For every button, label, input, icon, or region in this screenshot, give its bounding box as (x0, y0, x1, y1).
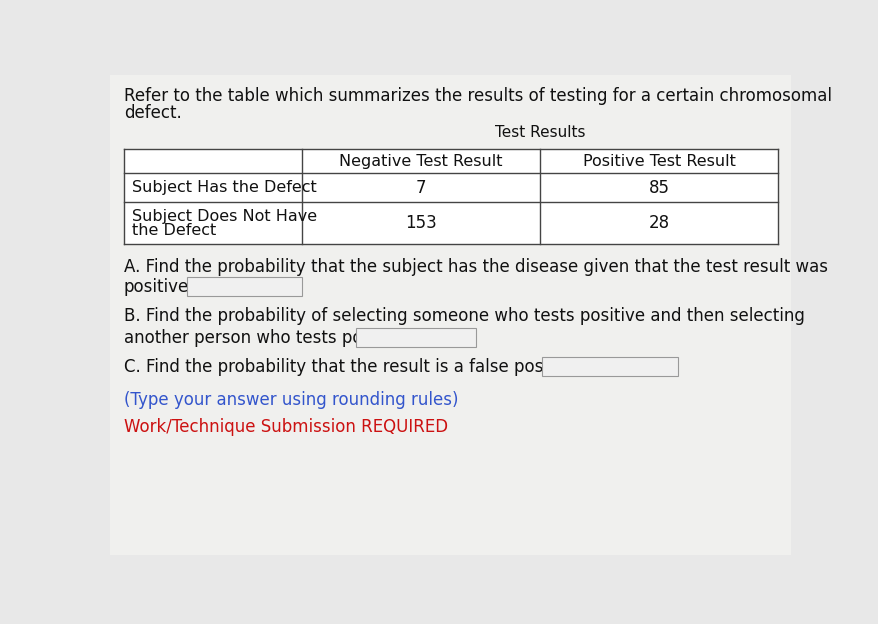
Text: another person who tests positive.: another person who tests positive. (124, 329, 412, 347)
Text: 153: 153 (405, 214, 436, 232)
Text: A. Find the probability that the subject has the disease given that the test res: A. Find the probability that the subject… (124, 258, 827, 276)
FancyBboxPatch shape (187, 278, 302, 296)
Text: the Defect: the Defect (132, 223, 216, 238)
Text: C. Find the probability that the result is a false positive.: C. Find the probability that the result … (124, 358, 584, 376)
Text: Refer to the table which summarizes the results of testing for a certain chromos: Refer to the table which summarizes the … (124, 87, 831, 105)
Text: Subject Does Not Have: Subject Does Not Have (132, 208, 316, 223)
FancyBboxPatch shape (356, 328, 476, 347)
Text: B. Find the probability of selecting someone who tests positive and then selecti: B. Find the probability of selecting som… (124, 308, 803, 326)
Text: 85: 85 (648, 178, 669, 197)
FancyBboxPatch shape (542, 358, 677, 376)
Text: Subject Has the Defect: Subject Has the Defect (132, 180, 316, 195)
Text: Test Results: Test Results (494, 125, 585, 140)
Text: Negative Test Result: Negative Test Result (339, 154, 502, 168)
Text: Work/Technique Submission REQUIRED: Work/Technique Submission REQUIRED (124, 418, 448, 436)
Text: 7: 7 (415, 178, 426, 197)
Text: (Type your answer using rounding rules): (Type your answer using rounding rules) (124, 391, 457, 409)
FancyBboxPatch shape (110, 75, 790, 555)
Text: Positive Test Result: Positive Test Result (582, 154, 735, 168)
Text: positive.: positive. (124, 278, 194, 296)
Text: defect.: defect. (124, 104, 182, 122)
Text: 28: 28 (648, 214, 669, 232)
FancyBboxPatch shape (124, 149, 777, 244)
